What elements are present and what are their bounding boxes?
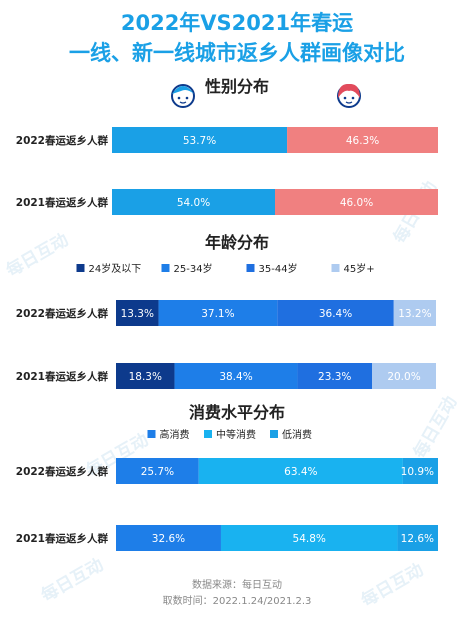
legend-swatch xyxy=(204,430,212,438)
legend-swatch xyxy=(246,264,255,272)
bar-segment xyxy=(287,127,438,153)
bar-segment xyxy=(112,189,275,215)
bar-value-label: 23.3% xyxy=(318,371,351,383)
bar-segment xyxy=(116,363,175,389)
bar-segment xyxy=(198,458,403,484)
legend-label: 低消费 xyxy=(282,428,312,441)
bar-value-label: 63.4% xyxy=(284,466,317,478)
chart-1: 性别分布 2022春运返乡人群 53.7% 46.3% 2021春运返乡人群 54.0% 4… xyxy=(16,77,438,215)
bar-segment xyxy=(116,525,221,551)
chart-title: 消费水平分布 xyxy=(189,403,285,422)
watermark-text: 每日互动 xyxy=(409,393,461,462)
boy-hair xyxy=(172,86,194,94)
chart-title: 年龄分布 xyxy=(205,233,269,252)
bar-segment xyxy=(402,458,438,484)
bar-value-label: 32.6% xyxy=(152,533,185,545)
legend-label: 中等消费 xyxy=(216,428,256,441)
row-label: 2021春运返乡人群 xyxy=(16,370,109,383)
bar-segment xyxy=(158,300,278,326)
bar-value-label: 13.2% xyxy=(398,308,431,320)
row-label: 2022春运返乡人群 xyxy=(16,465,109,478)
bar-segment xyxy=(277,300,394,326)
bar-segment xyxy=(116,458,199,484)
legend-swatch xyxy=(76,264,85,272)
watermark-text: 每日互动 xyxy=(3,229,72,281)
bar-value-label: 13.3% xyxy=(121,308,154,320)
row-label: 2022春运返乡人群 xyxy=(16,134,109,147)
bar-value-label: 53.7% xyxy=(183,135,216,147)
row-label: 2021春运返乡人群 xyxy=(16,532,109,545)
girl-hair xyxy=(338,83,360,98)
title-line-2: 一线、新一线城市返乡人群画像对比 xyxy=(69,41,405,65)
legend-label: 24岁及以下 xyxy=(89,262,142,275)
bar-segment xyxy=(397,525,438,551)
bar-value-label: 38.4% xyxy=(219,371,252,383)
bar-segment xyxy=(297,363,372,389)
data-period-note: 取数时间：2022.1.24/2021.2.3 xyxy=(163,594,312,607)
girl-eye xyxy=(351,96,355,100)
bar-segment xyxy=(393,300,436,326)
watermark-text: 每日互动 xyxy=(38,554,107,606)
boy-eye xyxy=(185,96,189,100)
bar-value-label: 46.0% xyxy=(340,197,373,209)
title-line-1: 2022年VS2021年春运 xyxy=(121,11,353,35)
bar-value-label: 12.6% xyxy=(401,533,434,545)
bar-segment xyxy=(112,127,288,153)
boy-face-icon xyxy=(171,84,195,108)
data-source-note: 数据来源：每日互动 xyxy=(192,578,282,591)
legend-swatch xyxy=(331,264,340,272)
chart-2: 年龄分布 24岁及以下 25-34岁 35-44岁 45岁+ 2022春运返乡人群 13.3… xyxy=(16,233,436,389)
girl-eye xyxy=(343,96,347,100)
bar-value-label: 20.0% xyxy=(387,371,420,383)
bar-value-label: 10.9% xyxy=(401,466,434,478)
boy-mouth xyxy=(179,101,187,104)
legend-label: 45岁+ xyxy=(344,262,375,275)
legend-label: 高消费 xyxy=(160,428,190,441)
boy-eye xyxy=(177,96,181,100)
legend-swatch xyxy=(270,430,278,438)
bar-value-label: 37.1% xyxy=(201,308,234,320)
bar-value-label: 36.4% xyxy=(319,308,352,320)
girl-face-icon xyxy=(337,83,361,108)
bar-value-label: 18.3% xyxy=(129,371,162,383)
girl-mouth xyxy=(345,101,353,104)
row-label: 2022春运返乡人群 xyxy=(16,307,109,320)
bar-segment xyxy=(372,363,436,389)
bar-segment xyxy=(116,300,159,326)
bar-value-label: 46.3% xyxy=(346,135,379,147)
bar-value-label: 54.8% xyxy=(293,533,326,545)
legend-swatch xyxy=(161,264,170,272)
watermark-text: 每日互动 xyxy=(358,559,427,611)
legend-swatch xyxy=(147,430,156,438)
charts-layer: 性别分布 2022春运返乡人群 53.7% 46.3% 2021春运返乡人群 54.0% 4… xyxy=(16,77,438,551)
bar-segment xyxy=(275,189,438,215)
bar-value-label: 54.0% xyxy=(177,197,210,209)
bar-value-label: 25.7% xyxy=(141,466,174,478)
legend-label: 25-34岁 xyxy=(174,262,213,275)
chart-title: 性别分布 xyxy=(205,77,269,96)
bar-segment xyxy=(220,525,398,551)
bar-segment xyxy=(174,363,298,389)
legend-label: 35-44岁 xyxy=(259,262,298,275)
row-label: 2021春运返乡人群 xyxy=(16,196,109,209)
